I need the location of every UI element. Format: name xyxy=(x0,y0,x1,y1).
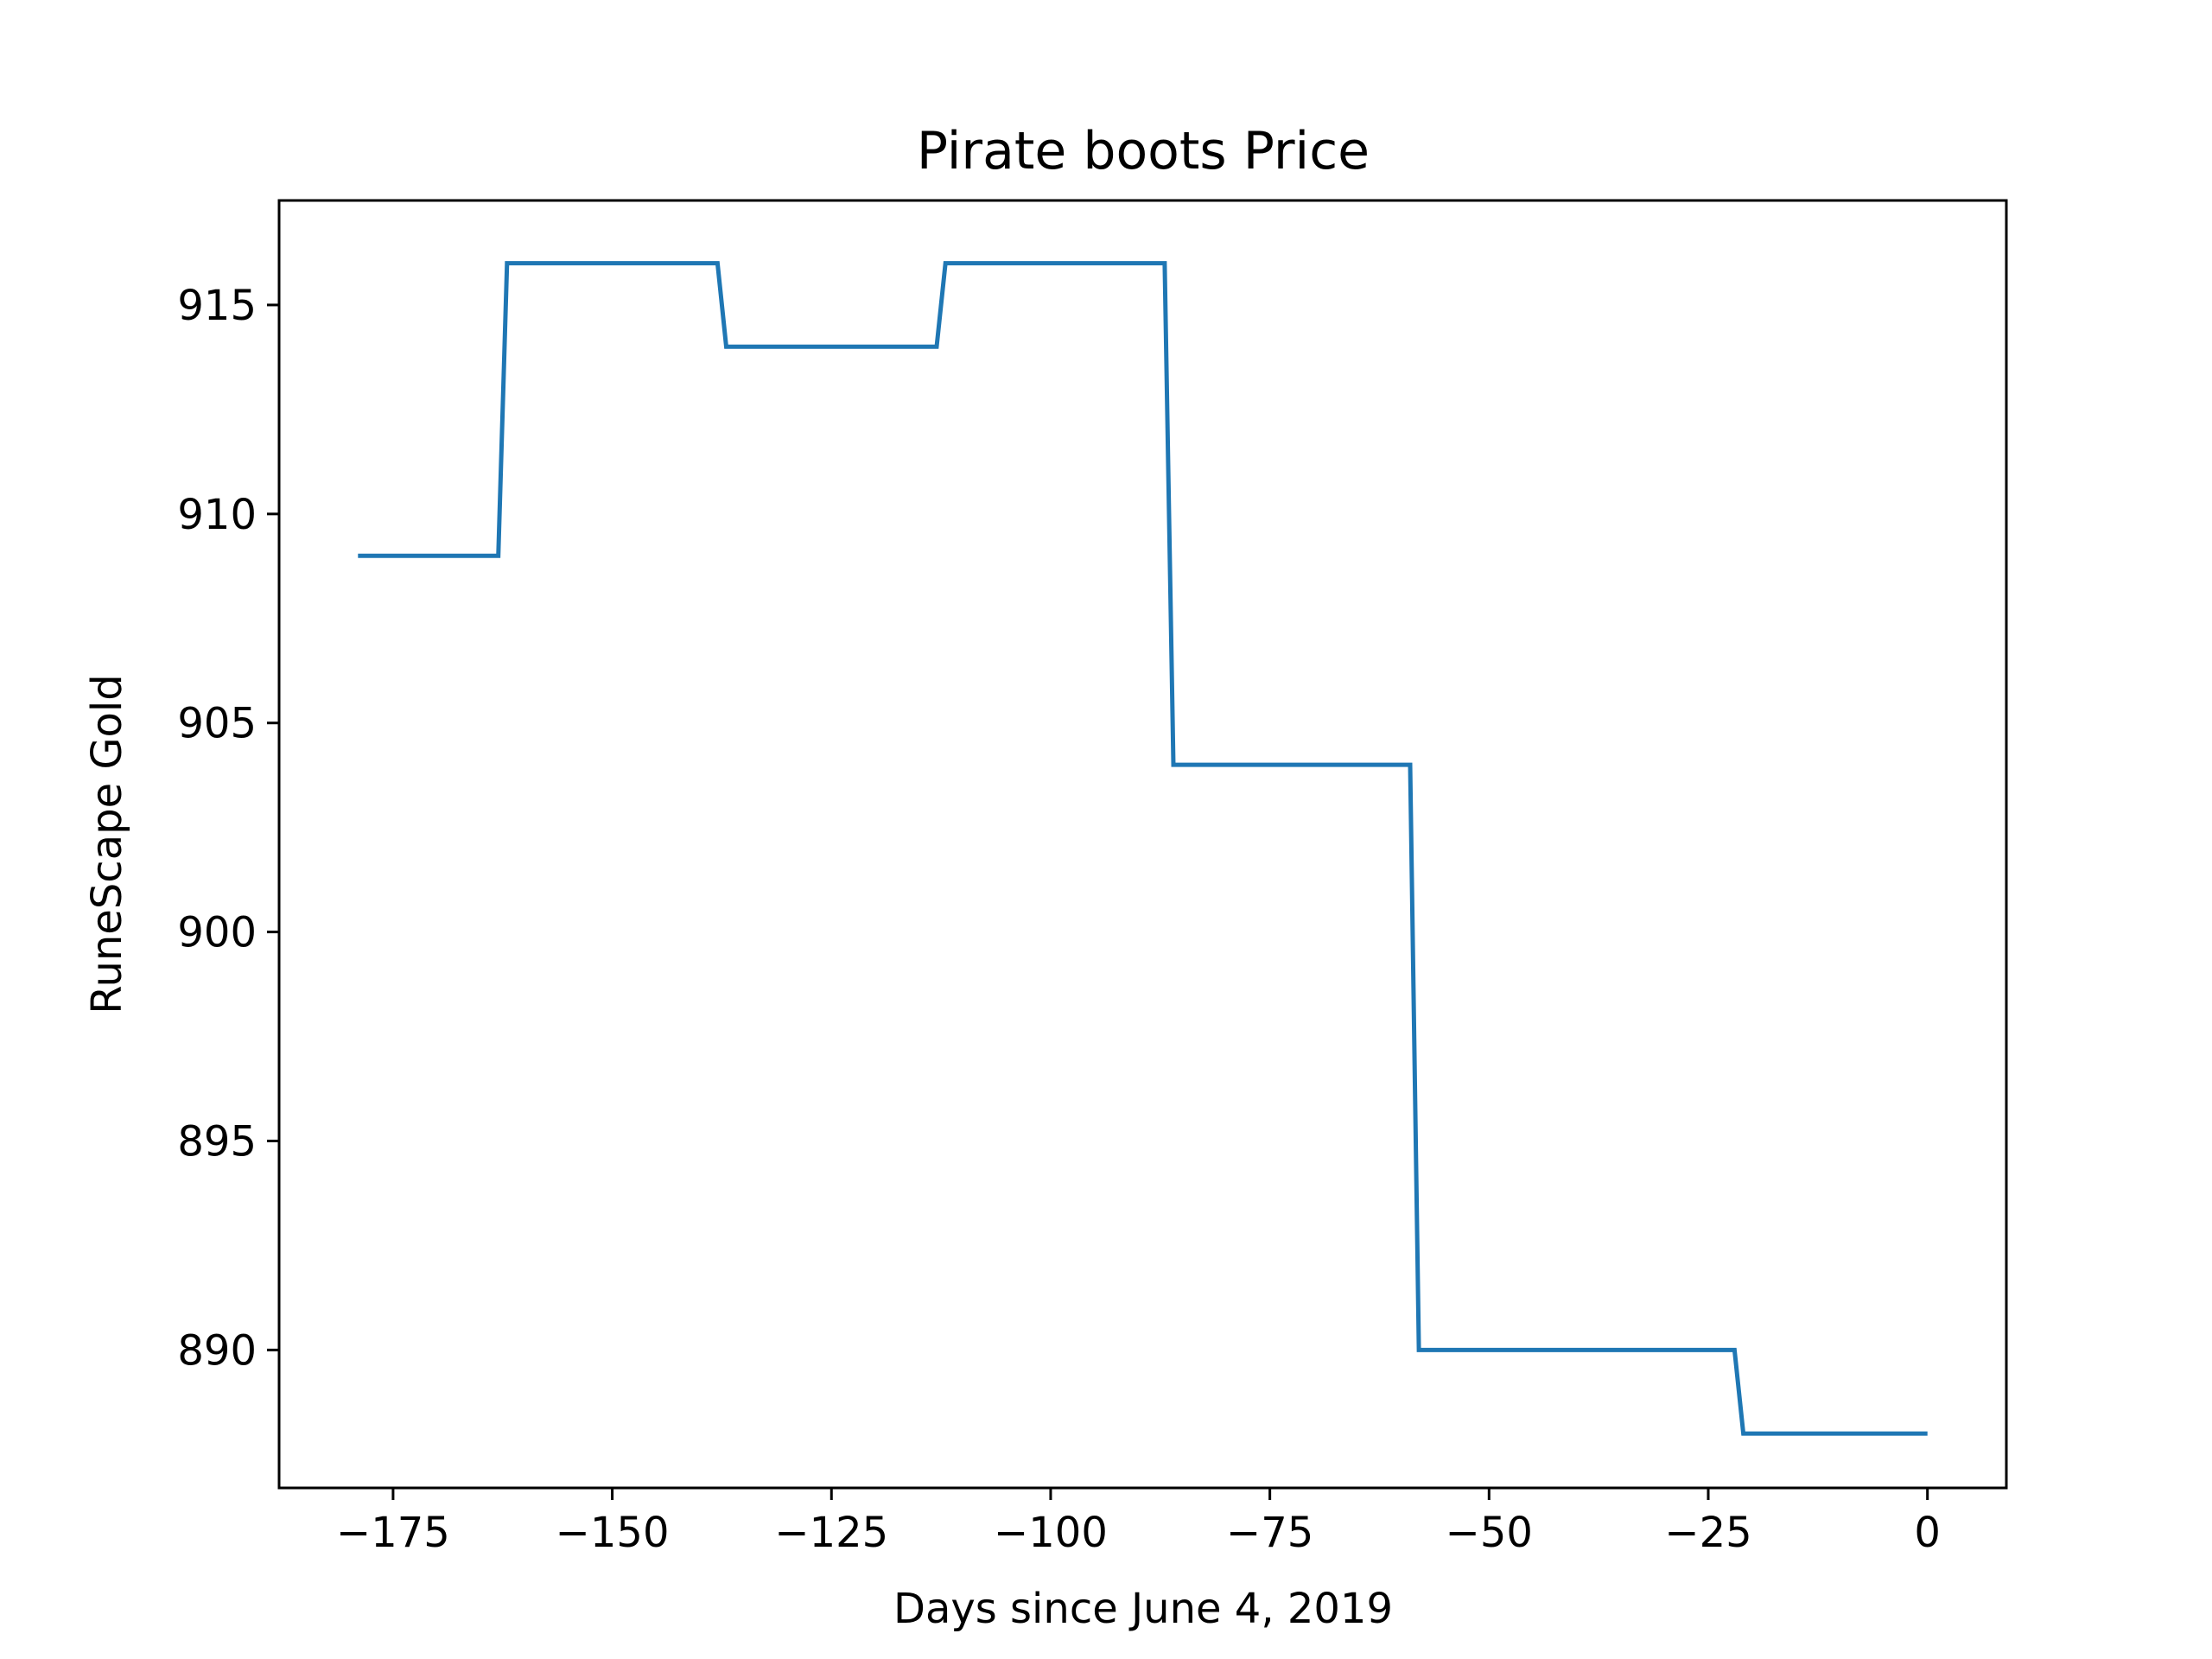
y-tick-label: 905 xyxy=(177,700,257,748)
y-tick-label: 900 xyxy=(177,909,257,957)
x-tick-label: −175 xyxy=(336,1509,450,1557)
y-tick-label: 910 xyxy=(177,491,257,539)
price-line xyxy=(358,261,1928,1436)
chart-title: Pirate boots Price xyxy=(917,121,1370,181)
x-tick-label: −25 xyxy=(1664,1509,1751,1557)
x-tick-label: −75 xyxy=(1226,1509,1313,1557)
y-tick-label: 895 xyxy=(177,1117,257,1166)
x-axis-label: Days since June 4, 2019 xyxy=(893,1585,1393,1633)
y-tick-label: 915 xyxy=(177,282,257,330)
y-axis: 890 895 900 905 910 915 xyxy=(177,282,279,1375)
x-tick-label: −100 xyxy=(994,1509,1108,1557)
x-tick-label: −50 xyxy=(1446,1509,1533,1557)
x-tick-label: 0 xyxy=(1914,1509,1941,1557)
plot-area: −175 −150 −125 −100 −75 −50 −25 0 890 895 900 905 9… xyxy=(177,199,2008,1557)
y-axis-label: RuneScape Gold xyxy=(83,674,131,1014)
y-tick-label: 890 xyxy=(177,1326,257,1375)
x-axis: −175 −150 −125 −100 −75 −50 −25 0 xyxy=(336,1488,1941,1557)
x-tick-label: −125 xyxy=(774,1509,888,1557)
series-layer xyxy=(358,261,1928,1436)
x-tick-label: −150 xyxy=(556,1509,670,1557)
plot-frame xyxy=(277,199,2008,1490)
